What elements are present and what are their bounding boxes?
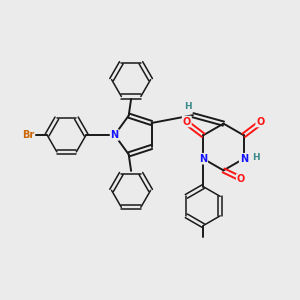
Text: O: O [237, 174, 245, 184]
Text: Br: Br [22, 130, 34, 140]
Text: H: H [253, 153, 260, 162]
Text: H: H [184, 102, 192, 111]
Text: O: O [183, 116, 191, 127]
Text: O: O [256, 116, 264, 127]
Text: N: N [199, 154, 207, 164]
Text: N: N [110, 130, 119, 140]
Text: N: N [240, 154, 248, 164]
